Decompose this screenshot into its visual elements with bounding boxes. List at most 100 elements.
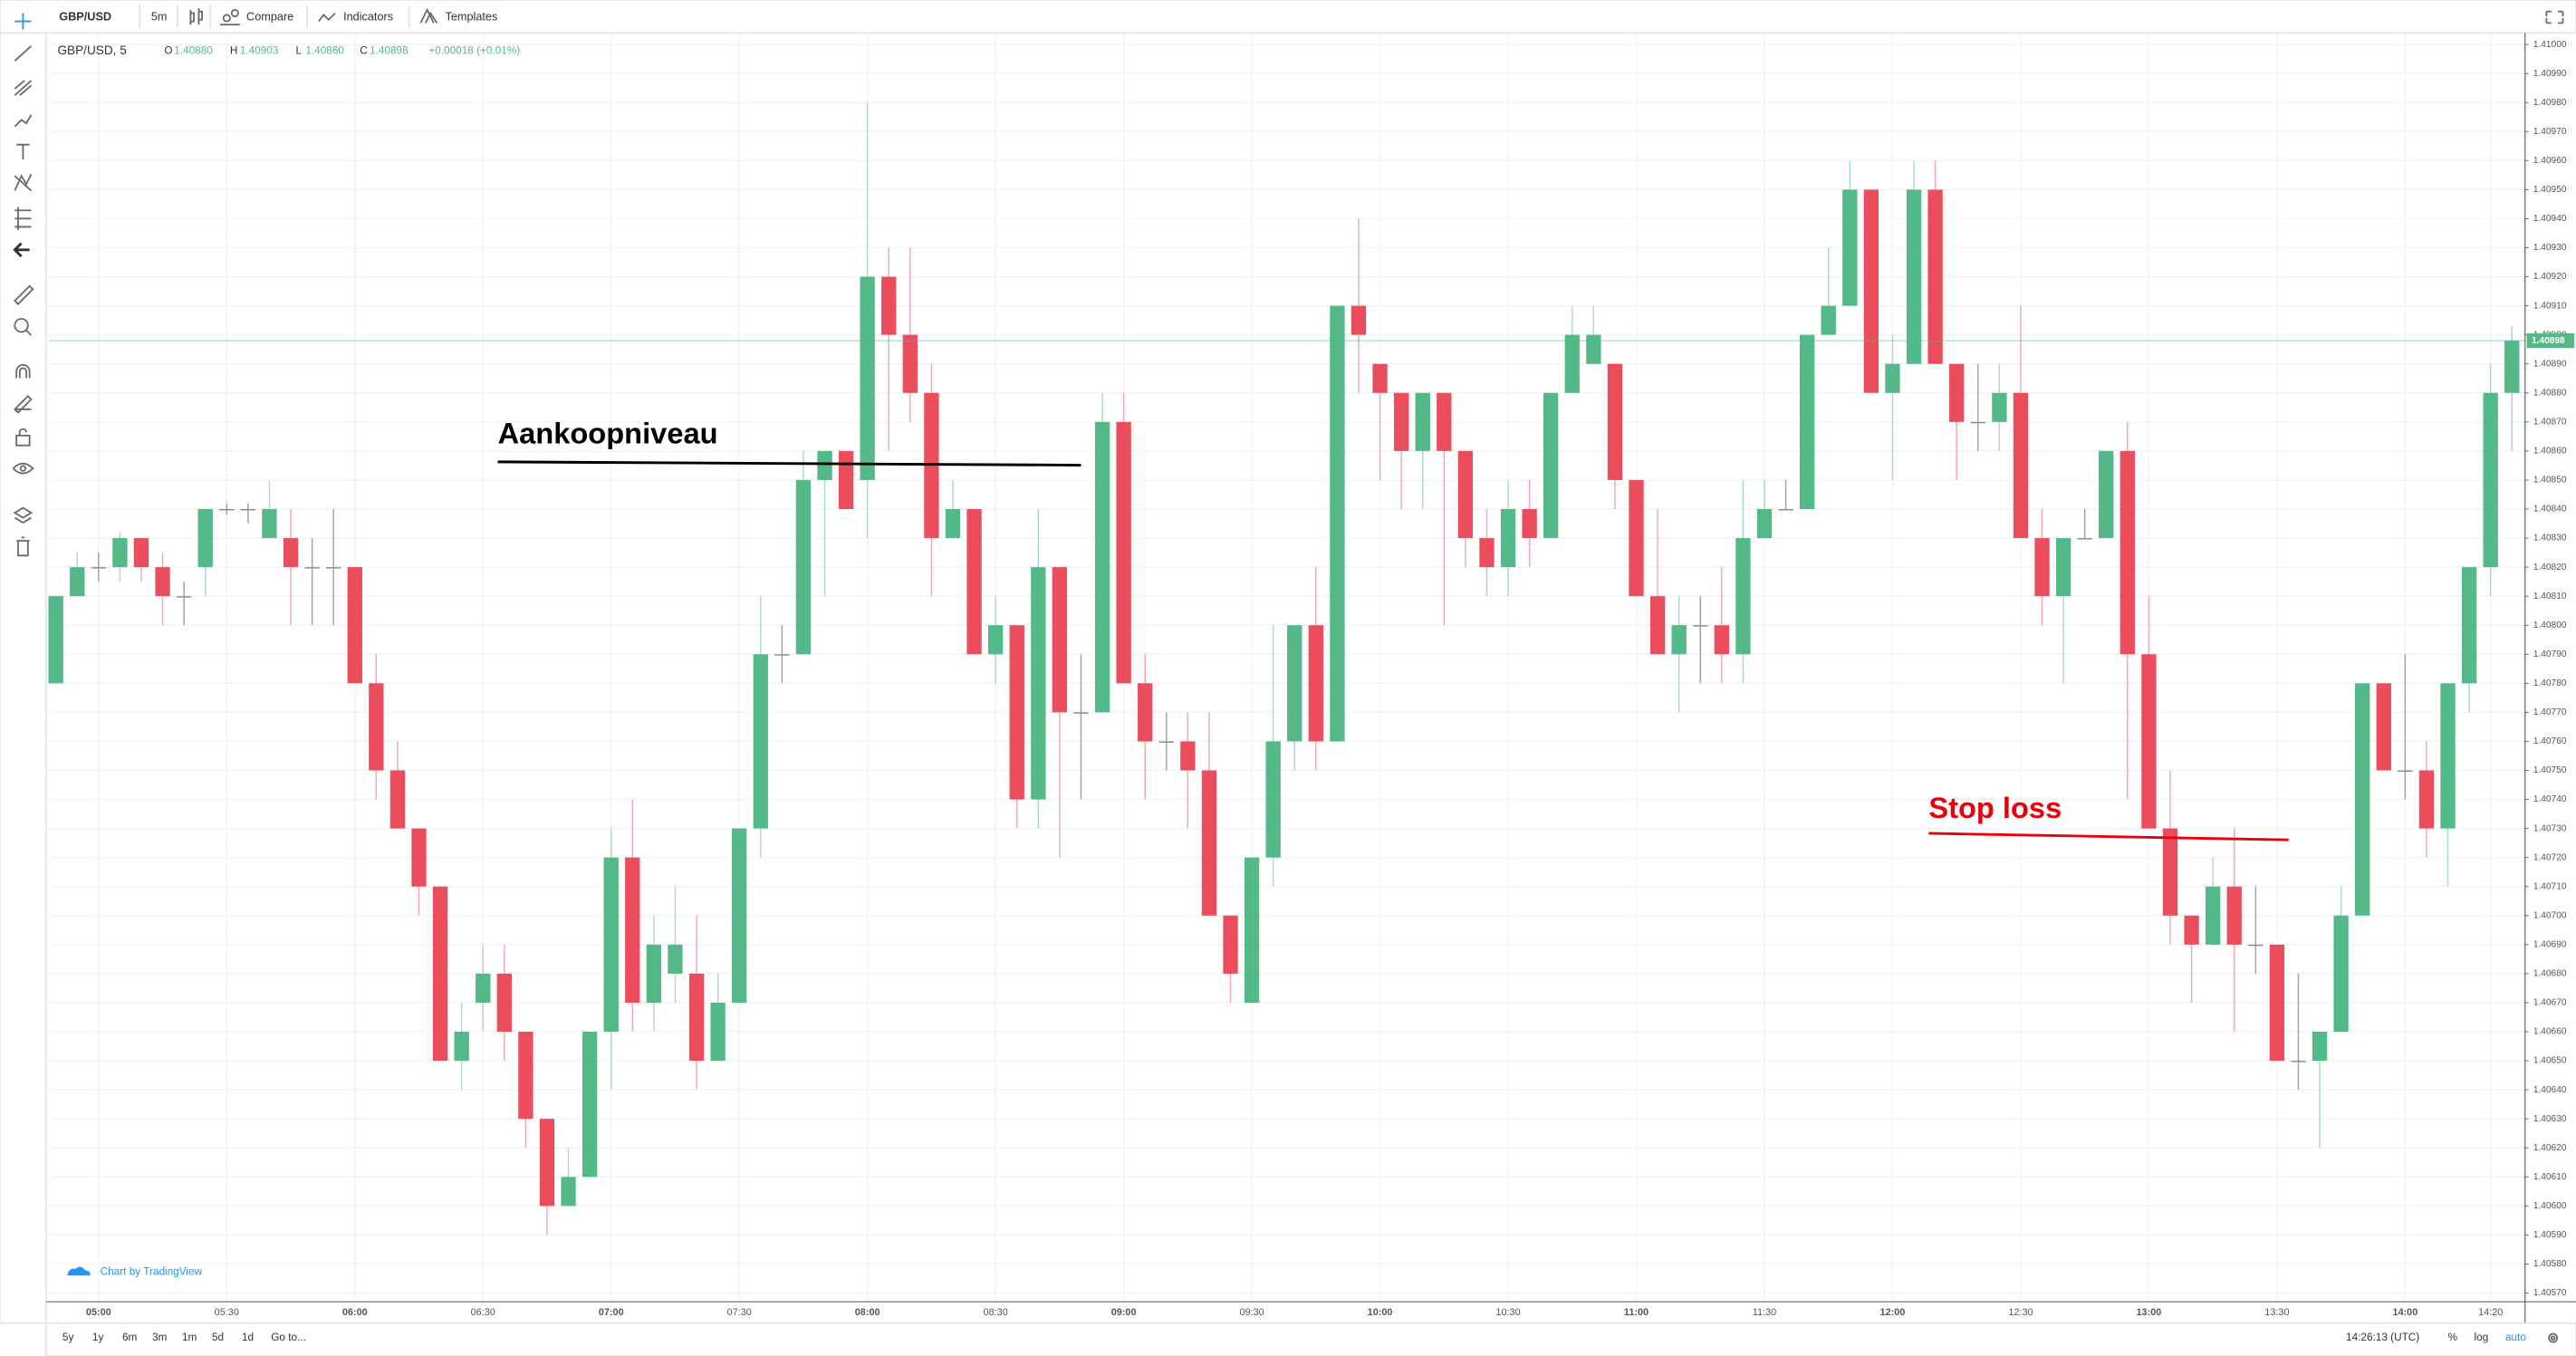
x-tick-label: 14:00: [2392, 1307, 2417, 1318]
range-button[interactable]: 1m: [182, 1332, 197, 1343]
indicators-button[interactable]: Indicators: [343, 10, 393, 23]
y-tick-label: 1.40950: [2533, 185, 2567, 195]
candle-body: [582, 1032, 598, 1178]
candle-body: [2355, 683, 2370, 916]
candle-body: [369, 683, 384, 771]
candle-body: [1073, 712, 1089, 714]
y-tick-label: 1.40840: [2533, 505, 2567, 515]
log-toggle[interactable]: log: [2475, 1332, 2489, 1343]
range-button[interactable]: 5d: [212, 1332, 224, 1343]
x-tick-label: 08:00: [855, 1307, 880, 1318]
x-tick-label: 11:30: [1753, 1307, 1776, 1318]
candle-body: [753, 654, 768, 829]
y-tick-label: 1.40600: [2533, 1201, 2567, 1211]
candle-body: [1393, 392, 1409, 451]
candle-body: [1244, 857, 1260, 1003]
candle-body: [1885, 363, 1900, 393]
candle-body: [1415, 392, 1430, 451]
candle-body: [1009, 625, 1024, 800]
x-tick-label: 13:30: [2264, 1307, 2289, 1318]
candle-body: [1265, 741, 1281, 858]
goto-button[interactable]: Go to...: [271, 1332, 306, 1343]
candle-body: [1287, 625, 1302, 742]
indicators-icon[interactable]: [318, 12, 336, 23]
range-button[interactable]: 3m: [152, 1332, 168, 1343]
candle-body: [2504, 341, 2520, 393]
compare-button[interactable]: Compare: [246, 10, 293, 23]
drawing-tools[interactable]: [12, 13, 34, 557]
candle-body: [2376, 683, 2391, 771]
candle-body: [1799, 334, 1815, 510]
y-tick-label: 1.40650: [2533, 1056, 2567, 1066]
percent-toggle[interactable]: %: [2448, 1332, 2458, 1343]
candle-body: [603, 857, 619, 1033]
candle-body: [1842, 189, 1858, 306]
interval-button[interactable]: 5m: [151, 10, 168, 23]
y-tick-label: 1.40850: [2533, 476, 2567, 486]
candle-body: [1223, 915, 1238, 974]
candle-body: [1714, 625, 1729, 655]
last-price-label: 1.40898: [2532, 336, 2565, 346]
change-value: +0.00018 (+0.01%): [428, 44, 520, 56]
compare-icon[interactable]: [220, 8, 240, 26]
candle-body: [1330, 305, 1345, 742]
y-tick-label: 1.40630: [2533, 1114, 2567, 1124]
range-button[interactable]: 5y: [62, 1332, 74, 1343]
candle-body: [2205, 886, 2221, 945]
candle-body: [1735, 538, 1751, 655]
y-tick-label: 1.40660: [2533, 1027, 2567, 1037]
chart-style-icon[interactable]: [189, 8, 204, 25]
y-tick-label: 1.41000: [2533, 40, 2567, 50]
x-tick-label: 12:00: [1880, 1307, 1906, 1318]
range-button[interactable]: 6m: [122, 1332, 138, 1343]
y-tick-label: 1.40860: [2533, 447, 2567, 457]
y-tick-label: 1.40960: [2533, 156, 2567, 166]
candle-body: [539, 1119, 555, 1207]
candle-body: [1094, 421, 1110, 713]
candle-body: [860, 276, 875, 480]
candle-body: [795, 479, 812, 655]
templates-button[interactable]: Templates: [446, 10, 498, 23]
candle-body: [2483, 392, 2498, 568]
candle-body: [881, 276, 897, 335]
candle-body: [838, 450, 854, 510]
auto-toggle[interactable]: auto: [2505, 1332, 2526, 1343]
candle-body: [1180, 741, 1196, 771]
candle-body: [1543, 392, 1559, 539]
x-tick-label: 11:00: [1624, 1307, 1648, 1318]
high-label: H: [230, 44, 238, 56]
x-tick-label: 05:00: [86, 1307, 111, 1318]
y-tick-label: 1.40980: [2533, 98, 2567, 108]
annotation-text: Aankoopniveau: [498, 416, 718, 449]
candle-body: [2226, 886, 2242, 945]
range-button[interactable]: 1d: [242, 1332, 254, 1343]
x-tick-label: 08:30: [984, 1307, 1008, 1318]
fullscreen-icon[interactable]: [2545, 10, 2564, 24]
candle-body: [1778, 509, 1793, 511]
candle-body: [48, 596, 63, 684]
candle-body: [1756, 509, 1773, 539]
y-tick-label: 1.40870: [2533, 418, 2567, 428]
symbol-button[interactable]: GBP/USD: [59, 10, 111, 23]
y-tick-label: 1.40720: [2533, 852, 2567, 862]
candle-body: [1308, 625, 1323, 742]
x-tick-label: 10:30: [1495, 1307, 1520, 1318]
y-tick-label: 1.40670: [2533, 998, 2567, 1008]
range-button[interactable]: 1y: [92, 1332, 104, 1343]
legend-ohlc: O 1.40880 H 1.40903 L 1.40860 C 1.40898 …: [164, 44, 520, 56]
templates-icon[interactable]: [419, 7, 438, 24]
y-tick-label: 1.40690: [2533, 940, 2567, 950]
candle-body: [1927, 189, 1943, 364]
watermark-text: Chart by TradingView: [101, 1266, 203, 1278]
candle-body: [176, 596, 192, 598]
candle-body: [1500, 509, 1516, 568]
x-tick-label: 14:20: [2478, 1307, 2503, 1318]
candle-body: [1116, 421, 1131, 684]
candle-body: [240, 509, 256, 511]
x-tick-label: 05:30: [215, 1307, 239, 1318]
settings-icon[interactable]: [2548, 1332, 2559, 1343]
candle-body: [1863, 189, 1879, 393]
candle-body: [262, 509, 277, 539]
candle-body: [2461, 567, 2477, 684]
